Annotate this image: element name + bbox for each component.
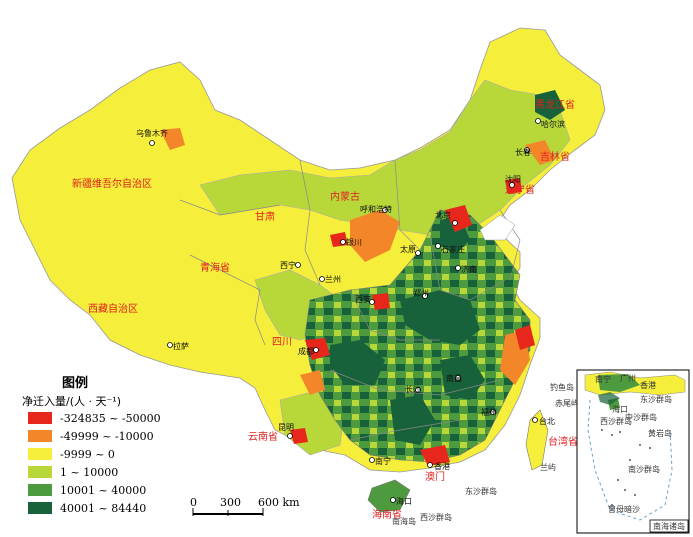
inset-label-xisha: 西沙群岛 (600, 416, 632, 426)
province-label-xinjiang: 新疆维吾尔自治区 (72, 177, 152, 190)
province-labels: 新疆维吾尔自治区 西藏自治区 青海省 甘肃 内蒙古 黑龙江省 吉林省 辽宁省 四… (72, 98, 578, 521)
city-label-zhengzhou: 郑州 (413, 288, 429, 298)
city-label-nanning: 南宁 (375, 456, 391, 466)
legend-title: 图例 (62, 375, 88, 391)
sea-label-xisha: 西沙群岛 (420, 512, 452, 522)
region-darkgreen-1 (400, 290, 480, 345)
inset-label-xianggang: 香港 (640, 380, 656, 390)
city-label-jinan: 济南 (461, 264, 477, 274)
inset-label-dongsha: 东沙群岛 (640, 394, 672, 404)
region-red-xian (372, 293, 390, 310)
hainan-island (367, 479, 411, 513)
city-labels: 乌鲁木齐 哈尔滨 长春 沈阳 呼和浩特 北京 太原 石家庄 银川 西宁 兰州 济… (136, 119, 565, 506)
legend-subtitle: 净迁入量/(人 · 天⁻¹) (22, 394, 121, 408)
sea-label-nanhai-island: 南海岛 (392, 516, 416, 526)
legend-swatch-4 (28, 484, 52, 496)
city-label-xianggang: 香港 (434, 461, 450, 471)
city-label-fuzhou: 福州 (481, 408, 497, 417)
city-label-hohhot: 呼和浩特 (360, 204, 392, 214)
city-label-kunming: 昆明 (278, 423, 294, 432)
region-darkgreen-heilongjiang (535, 90, 565, 120)
province-label-neimenggu: 内蒙古 (330, 190, 360, 203)
region-orange-sichuan (300, 370, 325, 395)
province-label-gansu: 甘肃 (255, 210, 275, 223)
province-boundaries (179, 159, 521, 441)
legend-label-3: 1 ~ 10000 (60, 466, 118, 479)
city-label-beijing: 北京 (435, 210, 451, 220)
province-label-taiwan: 台湾省 (548, 435, 578, 448)
region-red-guangzhou (420, 445, 450, 466)
legend-label-4: 10001 ~ 40000 (60, 484, 146, 497)
province-label-hainan: 海南省 (372, 508, 402, 521)
region-darkgreen-2 (330, 340, 385, 385)
province-label-jilin: 吉林省 (540, 150, 570, 163)
scale-bar: 0 300 600 km (190, 496, 300, 516)
inset-label-zengmu: 曾母暗沙 (608, 504, 640, 514)
city-label-changsha: 长沙 (405, 384, 421, 394)
legend-swatch-3 (28, 466, 52, 478)
inset-title: 南海诸岛 (653, 521, 685, 531)
inset-label-huangyan: 黄岩岛 (648, 428, 672, 438)
city-label-harbin: 哈尔滨 (541, 119, 565, 129)
sea-labels: 钓鱼岛 赤尾屿 兰屿 东沙群岛 西沙群岛 南海岛 (392, 382, 579, 526)
region-orange-hohhot (350, 210, 400, 262)
legend-swatch-2 (28, 448, 52, 460)
city-label-lanzhou: 兰州 (325, 274, 341, 284)
inset-label-guangzhou: 广州 (620, 373, 636, 383)
scale-label-0: 0 (190, 496, 197, 509)
province-label-yunnan: 云南省 (248, 430, 278, 443)
city-label-nanchang: 南昌 (446, 373, 462, 383)
scale-label-300: 300 (220, 496, 241, 509)
scale-label-600: 600 km (258, 496, 300, 509)
inset-label-nanning: 南宁 (595, 374, 611, 384)
legend-swatch-0 (28, 412, 52, 424)
province-label-heilongjiang: 黑龙江省 (535, 98, 575, 111)
taiwan-island (525, 409, 549, 471)
sea-label-diaoyu: 钓鱼岛 (550, 382, 574, 392)
city-label-urumqi: 乌鲁木齐 (136, 128, 168, 138)
region-orange-urumqi (160, 128, 185, 150)
sea-label-dongsha: 东沙群岛 (465, 486, 497, 496)
region-lightgreen-north (199, 79, 571, 236)
city-label-xining: 西宁 (280, 260, 296, 270)
city-label-taiyuan: 太原 (400, 244, 416, 254)
sea-label-lanyu: 兰屿 (540, 462, 556, 472)
legend: 图例 净迁入量/(人 · 天⁻¹) -324835 ~ -50000 -49999… (22, 375, 161, 515)
legend-swatch-5 (28, 502, 52, 514)
inset-label-haikou: 海口 (612, 404, 628, 414)
bohai-sea (479, 214, 516, 241)
city-label-changchun: 长春 (515, 147, 531, 157)
legend-label-5: 40001 ~ 84440 (60, 502, 146, 515)
legend-swatch-1 (28, 430, 52, 442)
city-label-lasa: 拉萨 (173, 341, 189, 351)
city-label-xian: 西安 (355, 294, 371, 304)
city-label-haikou: 海口 (396, 496, 412, 506)
province-label-qinghai: 青海省 (200, 261, 230, 274)
legend-label-2: -9999 ~ 0 (60, 448, 115, 461)
city-label-chengdu: 成都 (298, 346, 314, 356)
city-label-shenyang: 沈阳 (505, 174, 521, 184)
province-label-aomen: 澳门 (425, 470, 445, 483)
legend-items: -324835 ~ -50000 -49999 ~ -10000 -9999 ~ 0… (28, 412, 161, 515)
region-orange-jilin (525, 140, 555, 165)
province-label-xizang: 西藏自治区 (88, 302, 138, 315)
city-label-shijiazhuang: 石家庄 (441, 244, 465, 254)
legend-label-1: -49999 ~ -10000 (60, 430, 154, 443)
inset-label-zhongsha: 中沙群岛 (625, 412, 657, 422)
region-red-beijing (445, 205, 472, 232)
city-label-taibei: 台北 (539, 416, 555, 426)
legend-label-0: -324835 ~ -50000 (60, 412, 161, 425)
region-darkgreen-4 (440, 355, 485, 400)
city-label-yinchuan: 银川 (346, 237, 362, 247)
region-red-kunming (290, 428, 308, 444)
inset-label-nansha: 南沙群岛 (628, 464, 660, 474)
south-china-sea-inset: 南宁 广州 香港 海口 东沙群岛 西沙群岛 中沙群岛 黄岩岛 南沙群岛 曾母暗沙… (576, 369, 690, 534)
region-darkgreen-3 (390, 395, 435, 445)
city-markers (149, 118, 541, 503)
sea-label-chiwei: 赤尾屿 (555, 399, 579, 408)
province-label-sichuan: 四川 (272, 337, 292, 348)
region-red-shanghai (515, 325, 535, 350)
